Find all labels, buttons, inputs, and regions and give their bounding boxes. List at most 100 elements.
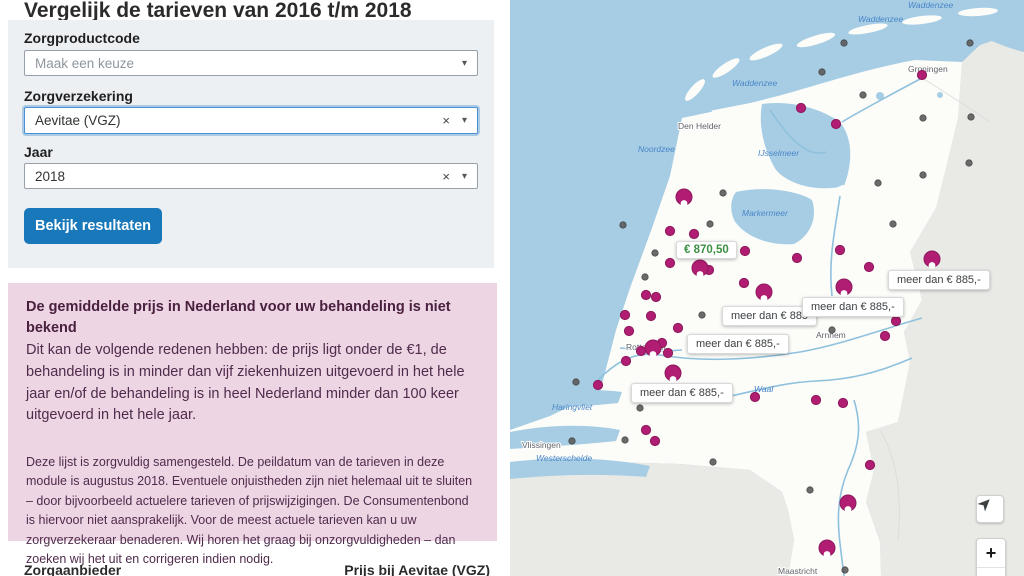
- hospital-marker[interactable]: [879, 330, 891, 342]
- hospital-marker-gray[interactable]: [874, 179, 882, 187]
- hospital-marker[interactable]: [738, 277, 750, 289]
- zoom-in-button[interactable]: +: [985, 542, 997, 563]
- hospital-marker[interactable]: [662, 347, 674, 359]
- zorgverzekering-label: Zorgverzekering: [24, 88, 133, 104]
- clear-icon[interactable]: ×: [442, 168, 450, 184]
- hospital-marker[interactable]: [649, 435, 661, 447]
- hospital-marker-gray[interactable]: [641, 273, 649, 281]
- jaar-select[interactable]: 2018 × ▾: [24, 163, 478, 189]
- hospital-marker-large[interactable]: [691, 259, 709, 278]
- zorgverzekering-select[interactable]: Aevitae (VGZ) × ▾: [24, 107, 478, 134]
- hospital-marker[interactable]: [863, 261, 875, 273]
- hospital-marker-gray[interactable]: [621, 436, 629, 444]
- hospital-marker[interactable]: [635, 345, 647, 357]
- hospital-marker[interactable]: [664, 225, 676, 237]
- hospital-marker-gray[interactable]: [719, 189, 727, 197]
- results-header-price: Prijs bij Aevitae (VGZ): [344, 562, 490, 576]
- city-label: Den Helder: [678, 121, 721, 131]
- hospital-marker-large[interactable]: [675, 188, 693, 207]
- hospital-marker[interactable]: [620, 355, 632, 367]
- hospital-marker[interactable]: [890, 315, 902, 327]
- hospital-marker-large[interactable]: [818, 539, 836, 558]
- hospital-marker[interactable]: [864, 459, 876, 471]
- city-label: Vlissingen: [522, 440, 561, 450]
- hospital-marker-gray[interactable]: [698, 311, 706, 319]
- zoom-out-button[interactable]: −: [977, 567, 1005, 576]
- hospital-marker[interactable]: [916, 69, 928, 81]
- hospital-marker[interactable]: [830, 118, 842, 130]
- hospital-marker-large[interactable]: [664, 364, 682, 383]
- price-tooltip: meer dan € 885,-: [802, 297, 904, 317]
- water-label: Waddenzee: [908, 0, 953, 10]
- hospital-marker-large[interactable]: [755, 283, 773, 302]
- hospital-marker-gray[interactable]: [828, 326, 836, 334]
- hospital-marker[interactable]: [795, 102, 807, 114]
- zorgproductcode-select[interactable]: Maak een keuze ▾: [24, 50, 478, 76]
- hospital-marker-gray[interactable]: [806, 486, 814, 494]
- jaar-value: 2018: [35, 168, 66, 184]
- hospital-marker-large[interactable]: [839, 494, 857, 513]
- hospital-marker[interactable]: [749, 391, 761, 403]
- wadden-islands: [685, 7, 998, 101]
- bekijk-resultaten-button[interactable]: Bekijk resultaten: [24, 208, 162, 244]
- abroad-germany: [866, 30, 1024, 576]
- hospital-marker-gray[interactable]: [840, 39, 848, 47]
- hospital-marker-gray[interactable]: [651, 249, 659, 257]
- hospital-marker-gray[interactable]: [636, 404, 644, 412]
- hospital-marker-gray[interactable]: [572, 378, 580, 386]
- hospital-marker[interactable]: [837, 397, 849, 409]
- notice-heading: De gemiddelde prijs in Nederland voor uw…: [26, 299, 451, 337]
- notice-body: Dit kan de volgende redenen hebben: de p…: [26, 342, 465, 424]
- hospital-marker-gray[interactable]: [619, 221, 627, 229]
- hospital-marker[interactable]: [810, 394, 822, 406]
- chevron-down-icon: ▾: [461, 57, 467, 69]
- hospital-marker-gray[interactable]: [919, 114, 927, 122]
- hospital-marker-gray[interactable]: [889, 220, 897, 228]
- hospital-marker-gray[interactable]: [706, 220, 714, 228]
- hospital-marker-gray[interactable]: [568, 437, 576, 445]
- city-label: Maastricht: [778, 566, 818, 576]
- clear-icon[interactable]: ×: [442, 113, 450, 128]
- hospital-marker[interactable]: [664, 257, 676, 269]
- map[interactable]: Waddenzee Waddenzee Waddenzee Noordzee IJsse…: [510, 0, 1024, 576]
- hospital-marker-large[interactable]: [923, 250, 941, 269]
- abroad-belgium: [510, 462, 794, 576]
- price-tooltip: meer dan € 885,-: [888, 270, 990, 290]
- locate-button[interactable]: [976, 495, 1004, 523]
- hospital-marker[interactable]: [739, 245, 751, 257]
- water-label: IJsselmeer: [758, 148, 800, 158]
- hospital-marker[interactable]: [688, 228, 700, 240]
- hospital-marker-gray[interactable]: [818, 68, 826, 76]
- hospital-marker-gray[interactable]: [965, 159, 973, 167]
- hospital-marker-gray[interactable]: [919, 171, 927, 179]
- hospital-marker-gray[interactable]: [709, 458, 717, 466]
- map-labels: Waddenzee Waddenzee Waddenzee Noordzee IJsse…: [521, 0, 953, 576]
- houtribdijk: [811, 184, 845, 202]
- hospital-marker[interactable]: [619, 309, 631, 321]
- zorgproductcode-placeholder: Maak een keuze: [35, 55, 135, 71]
- hospital-marker[interactable]: [791, 252, 803, 264]
- hospital-marker-large[interactable]: [835, 278, 853, 297]
- hospital-marker-gray[interactable]: [966, 39, 974, 47]
- zorgproductcode-label: Zorgproductcode: [24, 30, 140, 46]
- hospital-marker[interactable]: [650, 291, 662, 303]
- hospital-marker-gray[interactable]: [859, 91, 867, 99]
- hospital-marker-gray[interactable]: [967, 113, 975, 121]
- hospital-marker[interactable]: [645, 310, 657, 322]
- water-label: Haringvliet: [552, 402, 593, 412]
- hospital-marker[interactable]: [672, 322, 684, 334]
- hospital-marker[interactable]: [640, 424, 652, 436]
- price-tooltip: € 870,50: [676, 241, 737, 259]
- hospital-marker-gray[interactable]: [841, 566, 849, 574]
- zoom-controls: + −: [976, 538, 1006, 576]
- hospital-marker[interactable]: [640, 289, 652, 301]
- left-panel: Vergelijk de tarieven van 2016 t/m 2018 …: [0, 0, 510, 576]
- hospital-marker-large[interactable]: [644, 339, 662, 358]
- hospital-marker[interactable]: [834, 244, 846, 256]
- map-markers: [568, 39, 975, 574]
- hospital-marker[interactable]: [623, 325, 635, 337]
- water-label: Westerschelde: [536, 453, 592, 463]
- hospital-marker[interactable]: [592, 379, 604, 391]
- price-unknown-notice: De gemiddelde prijs in Nederland voor uw…: [8, 283, 497, 566]
